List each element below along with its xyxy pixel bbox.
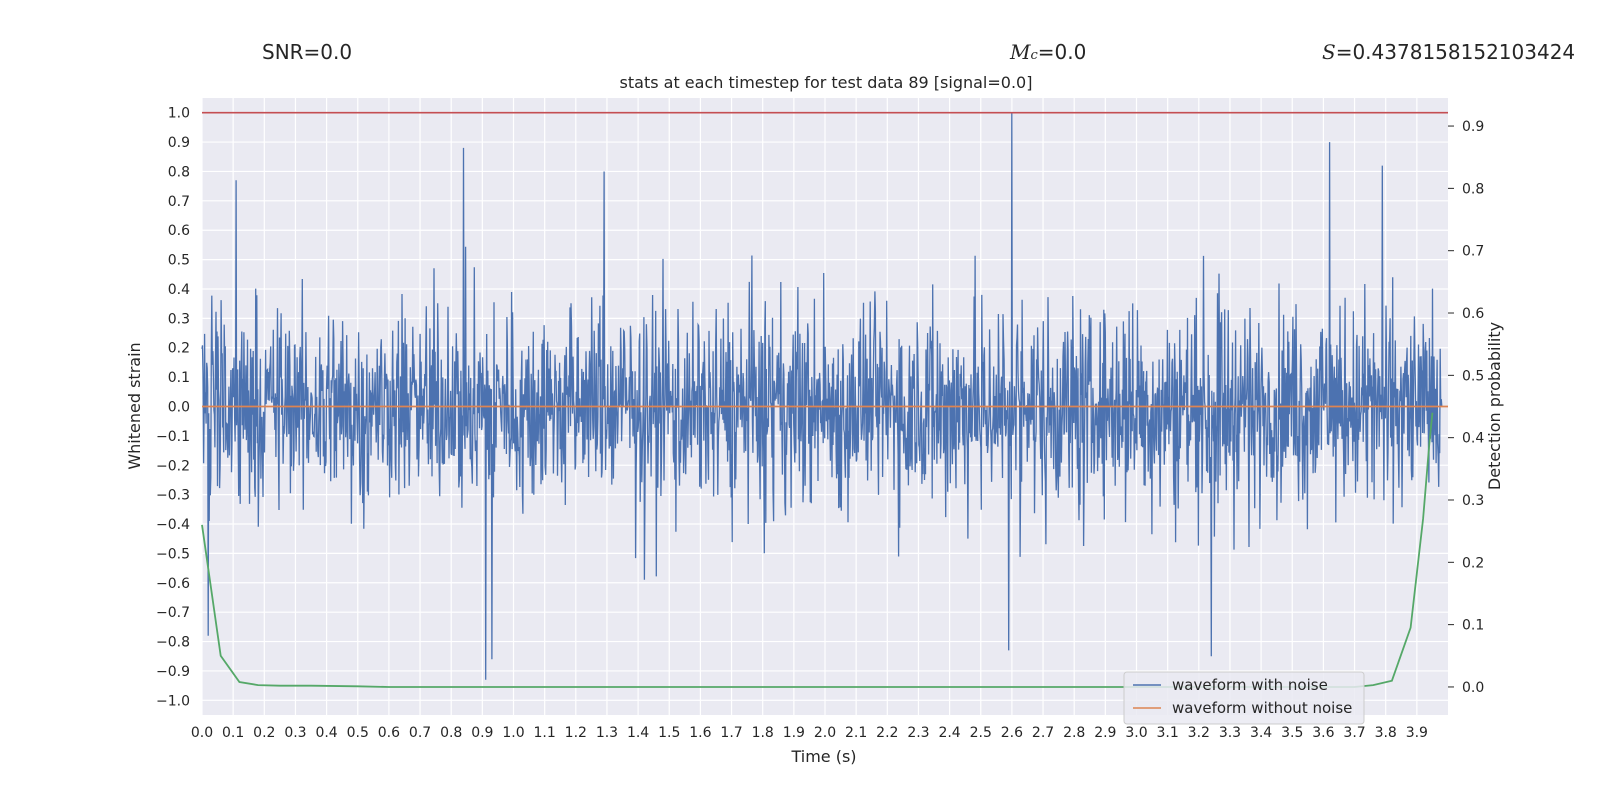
- x-tick-label: 0.3: [284, 725, 306, 741]
- grid-lines: [201, 98, 1448, 715]
- x-tick-label: 3.2: [1188, 725, 1210, 741]
- y-tick-label: 0.0: [168, 400, 190, 416]
- y-tick-label: −0.5: [156, 546, 190, 562]
- x-tick-label: 2.4: [938, 725, 960, 741]
- legend-label-clean: waveform without noise: [1172, 699, 1352, 717]
- y-tick-label: 0.4: [168, 282, 190, 298]
- x-axis-ticks: 0.0 0.1 0.2 0.3 0.4 0.5 0.6 0.7 0.8 0.9 1.0 1.1 1.2 1…: [191, 725, 1428, 741]
- y-tick-label: 0.1: [168, 370, 190, 386]
- noise-waveform: [201, 112, 1443, 680]
- chirp-mass-symbol: M: [1010, 40, 1031, 64]
- x-tick-label: 1.7: [720, 725, 742, 741]
- x-tick-label: 1.2: [565, 725, 587, 741]
- x-tick-label: 3.9: [1406, 725, 1428, 741]
- x-tick-label: 1.9: [783, 725, 805, 741]
- y-axis-label: Whitened strain: [125, 342, 144, 469]
- x-tick-label: 2.0: [814, 725, 836, 741]
- snr-label: SNR=0.0: [262, 40, 353, 64]
- y-tick-label: 0.6: [168, 223, 190, 239]
- x-tick-label: 0.4: [315, 725, 337, 741]
- x-tick-label: 2.1: [845, 725, 867, 741]
- x-tick-label: 1.5: [658, 725, 680, 741]
- x-tick-label: 0.1: [222, 725, 244, 741]
- x-tick-label: 3.1: [1157, 725, 1179, 741]
- y-tick-label: 0.2: [168, 341, 190, 357]
- y2-axis-ticks: 0.9 0.8 0.7 0.6 0.5 0.4 0.3 0.2 0.1 0.0: [1448, 119, 1484, 696]
- y2-tick-label: 0.7: [1462, 244, 1484, 260]
- x-tick-label: 3.4: [1250, 725, 1272, 741]
- y2-tick-label: 0.6: [1462, 306, 1484, 322]
- legend-frame: [1123, 671, 1365, 725]
- y-tick-label: −0.3: [156, 488, 190, 504]
- x-tick-label: 2.9: [1094, 725, 1116, 741]
- y2-tick-label: 0.1: [1462, 618, 1484, 634]
- y-axis-ticks: 1.0 0.9 0.8 0.7 0.6 0.5 0.4 0.3 0.2 0.1 0.0 −0.1 −0.…: [156, 106, 190, 710]
- y-tick-label: 0.9: [168, 135, 190, 151]
- x-tick-label: 0.2: [253, 725, 275, 741]
- y2-axis-label: Detection probability: [1485, 322, 1504, 490]
- x-tick-label: 0.8: [440, 725, 462, 741]
- x-tick-label: 3.6: [1312, 725, 1334, 741]
- x-tick-label: 0.6: [378, 725, 400, 741]
- x-tick-label: 3.3: [1219, 725, 1241, 741]
- x-tick-label: 3.7: [1343, 725, 1365, 741]
- y2-tick-label: 0.0: [1462, 680, 1484, 696]
- score-value: =0.4378158152103424: [1335, 40, 1576, 64]
- x-tick-label: 0.5: [347, 725, 369, 741]
- y-tick-label: −0.2: [156, 458, 190, 474]
- score-symbol: S: [1322, 40, 1336, 64]
- x-tick-label: 3.0: [1125, 725, 1147, 741]
- y2-tick-label: 0.8: [1462, 181, 1484, 197]
- chirp-mass-label: Mc=0.0: [1010, 40, 1086, 64]
- y-tick-label: −0.9: [156, 664, 190, 680]
- x-tick-label: 3.5: [1281, 725, 1303, 741]
- x-tick-label: 0.9: [471, 725, 493, 741]
- x-tick-label: 1.1: [534, 725, 556, 741]
- chirp-mass-subscript: c: [1030, 48, 1038, 63]
- x-tick-label: 3.8: [1375, 725, 1397, 741]
- y-tick-label: −0.1: [156, 429, 190, 445]
- x-tick-label: 1.6: [689, 725, 711, 741]
- legend-label-noise: waveform with noise: [1172, 676, 1328, 694]
- chirp-mass-value: =0.0: [1037, 40, 1087, 64]
- x-tick-label: 2.2: [876, 725, 898, 741]
- x-tick-label: 0.0: [191, 725, 213, 741]
- chart-legend: waveform with noise waveform without noi…: [1123, 671, 1365, 725]
- y-tick-label: 0.5: [168, 253, 190, 269]
- y-tick-label: −0.7: [156, 605, 190, 621]
- score-label: S=0.4378158152103424: [1322, 40, 1575, 64]
- y-tick-label: −0.6: [156, 576, 190, 592]
- chart-lines: [201, 111, 1448, 688]
- y2-tick-label: 0.4: [1462, 431, 1484, 447]
- y2-tick-label: 0.3: [1462, 493, 1484, 509]
- y-tick-label: −1.0: [156, 693, 190, 709]
- y-tick-label: −0.4: [156, 517, 190, 533]
- y-tick-label: 1.0: [168, 106, 190, 122]
- detection-probability-line: [201, 412, 1434, 688]
- y2-tick-label: 0.9: [1462, 119, 1484, 135]
- chart-title: stats at each timestep for test data 89 …: [620, 73, 1033, 92]
- x-tick-label: 2.8: [1063, 725, 1085, 741]
- y-tick-label: −0.8: [156, 635, 190, 651]
- x-tick-label: 2.7: [1032, 725, 1054, 741]
- y-tick-label: 0.3: [168, 311, 190, 327]
- x-tick-label: 2.6: [1001, 725, 1023, 741]
- y-tick-label: 0.7: [168, 194, 190, 210]
- x-tick-label: 2.5: [970, 725, 992, 741]
- x-tick-label: 2.3: [907, 725, 929, 741]
- x-tick-label: 1.0: [502, 725, 524, 741]
- x-tick-label: 1.8: [752, 725, 774, 741]
- x-tick-label: 1.3: [596, 725, 618, 741]
- x-tick-label: 1.4: [627, 725, 649, 741]
- x-axis-label: Time (s): [790, 747, 856, 766]
- noise-series-line: [201, 112, 1443, 680]
- x-tick-label: 0.7: [409, 725, 431, 741]
- y-tick-label: 0.8: [168, 164, 190, 180]
- y2-tick-label: 0.2: [1462, 555, 1484, 571]
- y2-tick-label: 0.5: [1462, 368, 1484, 384]
